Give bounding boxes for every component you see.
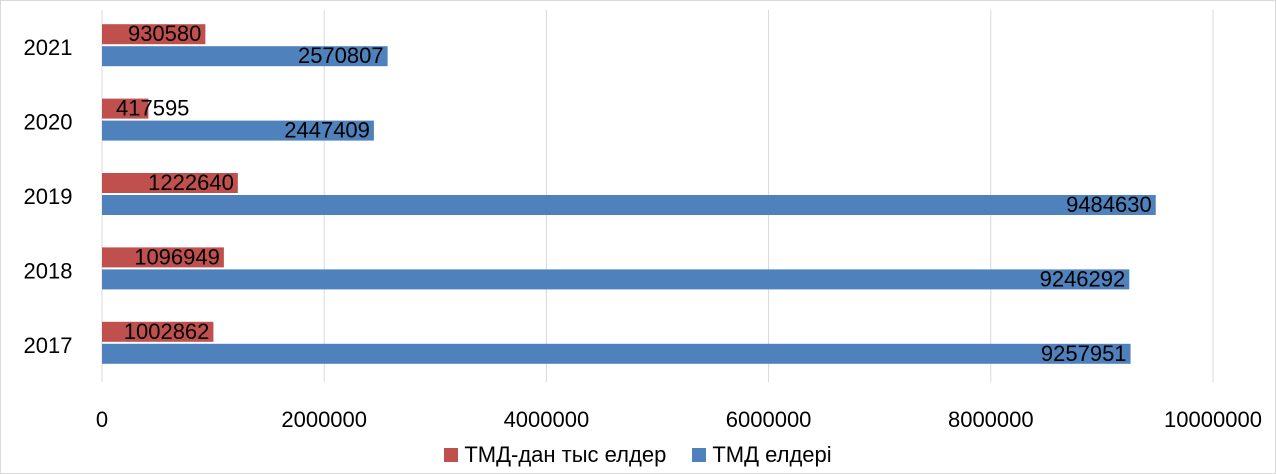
data-label: 9484630 [1066,192,1152,217]
x-tick-label: 2000000 [281,407,367,432]
bar-non-cis [102,247,224,268]
legend-swatch-non-cis [444,448,459,462]
x-tick-label: 0 [96,407,108,432]
x-tick-label: 8000000 [948,407,1034,432]
data-label: 930580 [128,21,201,46]
bar-cis [102,269,1130,290]
legend-item-cis: ТМД елдері [692,442,832,468]
y-tick-label: 2018 [24,258,73,283]
data-label: 417595 [116,96,189,121]
x-tick-label: 6000000 [726,407,812,432]
legend-item-non-cis: ТМД-дан тыс елдер [444,442,666,468]
bar-non-cis [102,98,149,119]
legend-label-cis: ТМД елдері [712,442,832,467]
legend-label-non-cis: ТМД-дан тыс елдер [464,442,667,467]
bar-cis [102,195,1156,215]
y-tick-label: 2017 [24,333,73,358]
data-label: 1096949 [134,244,220,269]
data-label: 2570807 [298,43,384,68]
bar-cis [102,343,1131,364]
x-tick-label: 10000000 [1164,407,1262,432]
data-label: 2447409 [284,118,370,143]
data-label: 1222640 [148,170,234,195]
y-tick-label: 2021 [24,35,73,60]
data-label: 1002862 [124,319,210,344]
y-tick-label: 2019 [24,184,73,209]
bar-cis [102,120,374,141]
data-label: 9246292 [1040,266,1126,291]
data-label: 9257951 [1041,341,1127,366]
bar-cis [102,46,388,67]
bar-non-cis [102,24,206,45]
y-tick-label: 2020 [24,110,73,135]
x-tick-label: 4000000 [504,407,590,432]
legend-swatch-cis [692,448,707,462]
bar-non-cis [102,321,214,342]
bar-non-cis [102,173,238,193]
chart-legend: ТМД-дан тыс елдер ТМД елдері [0,442,1276,468]
